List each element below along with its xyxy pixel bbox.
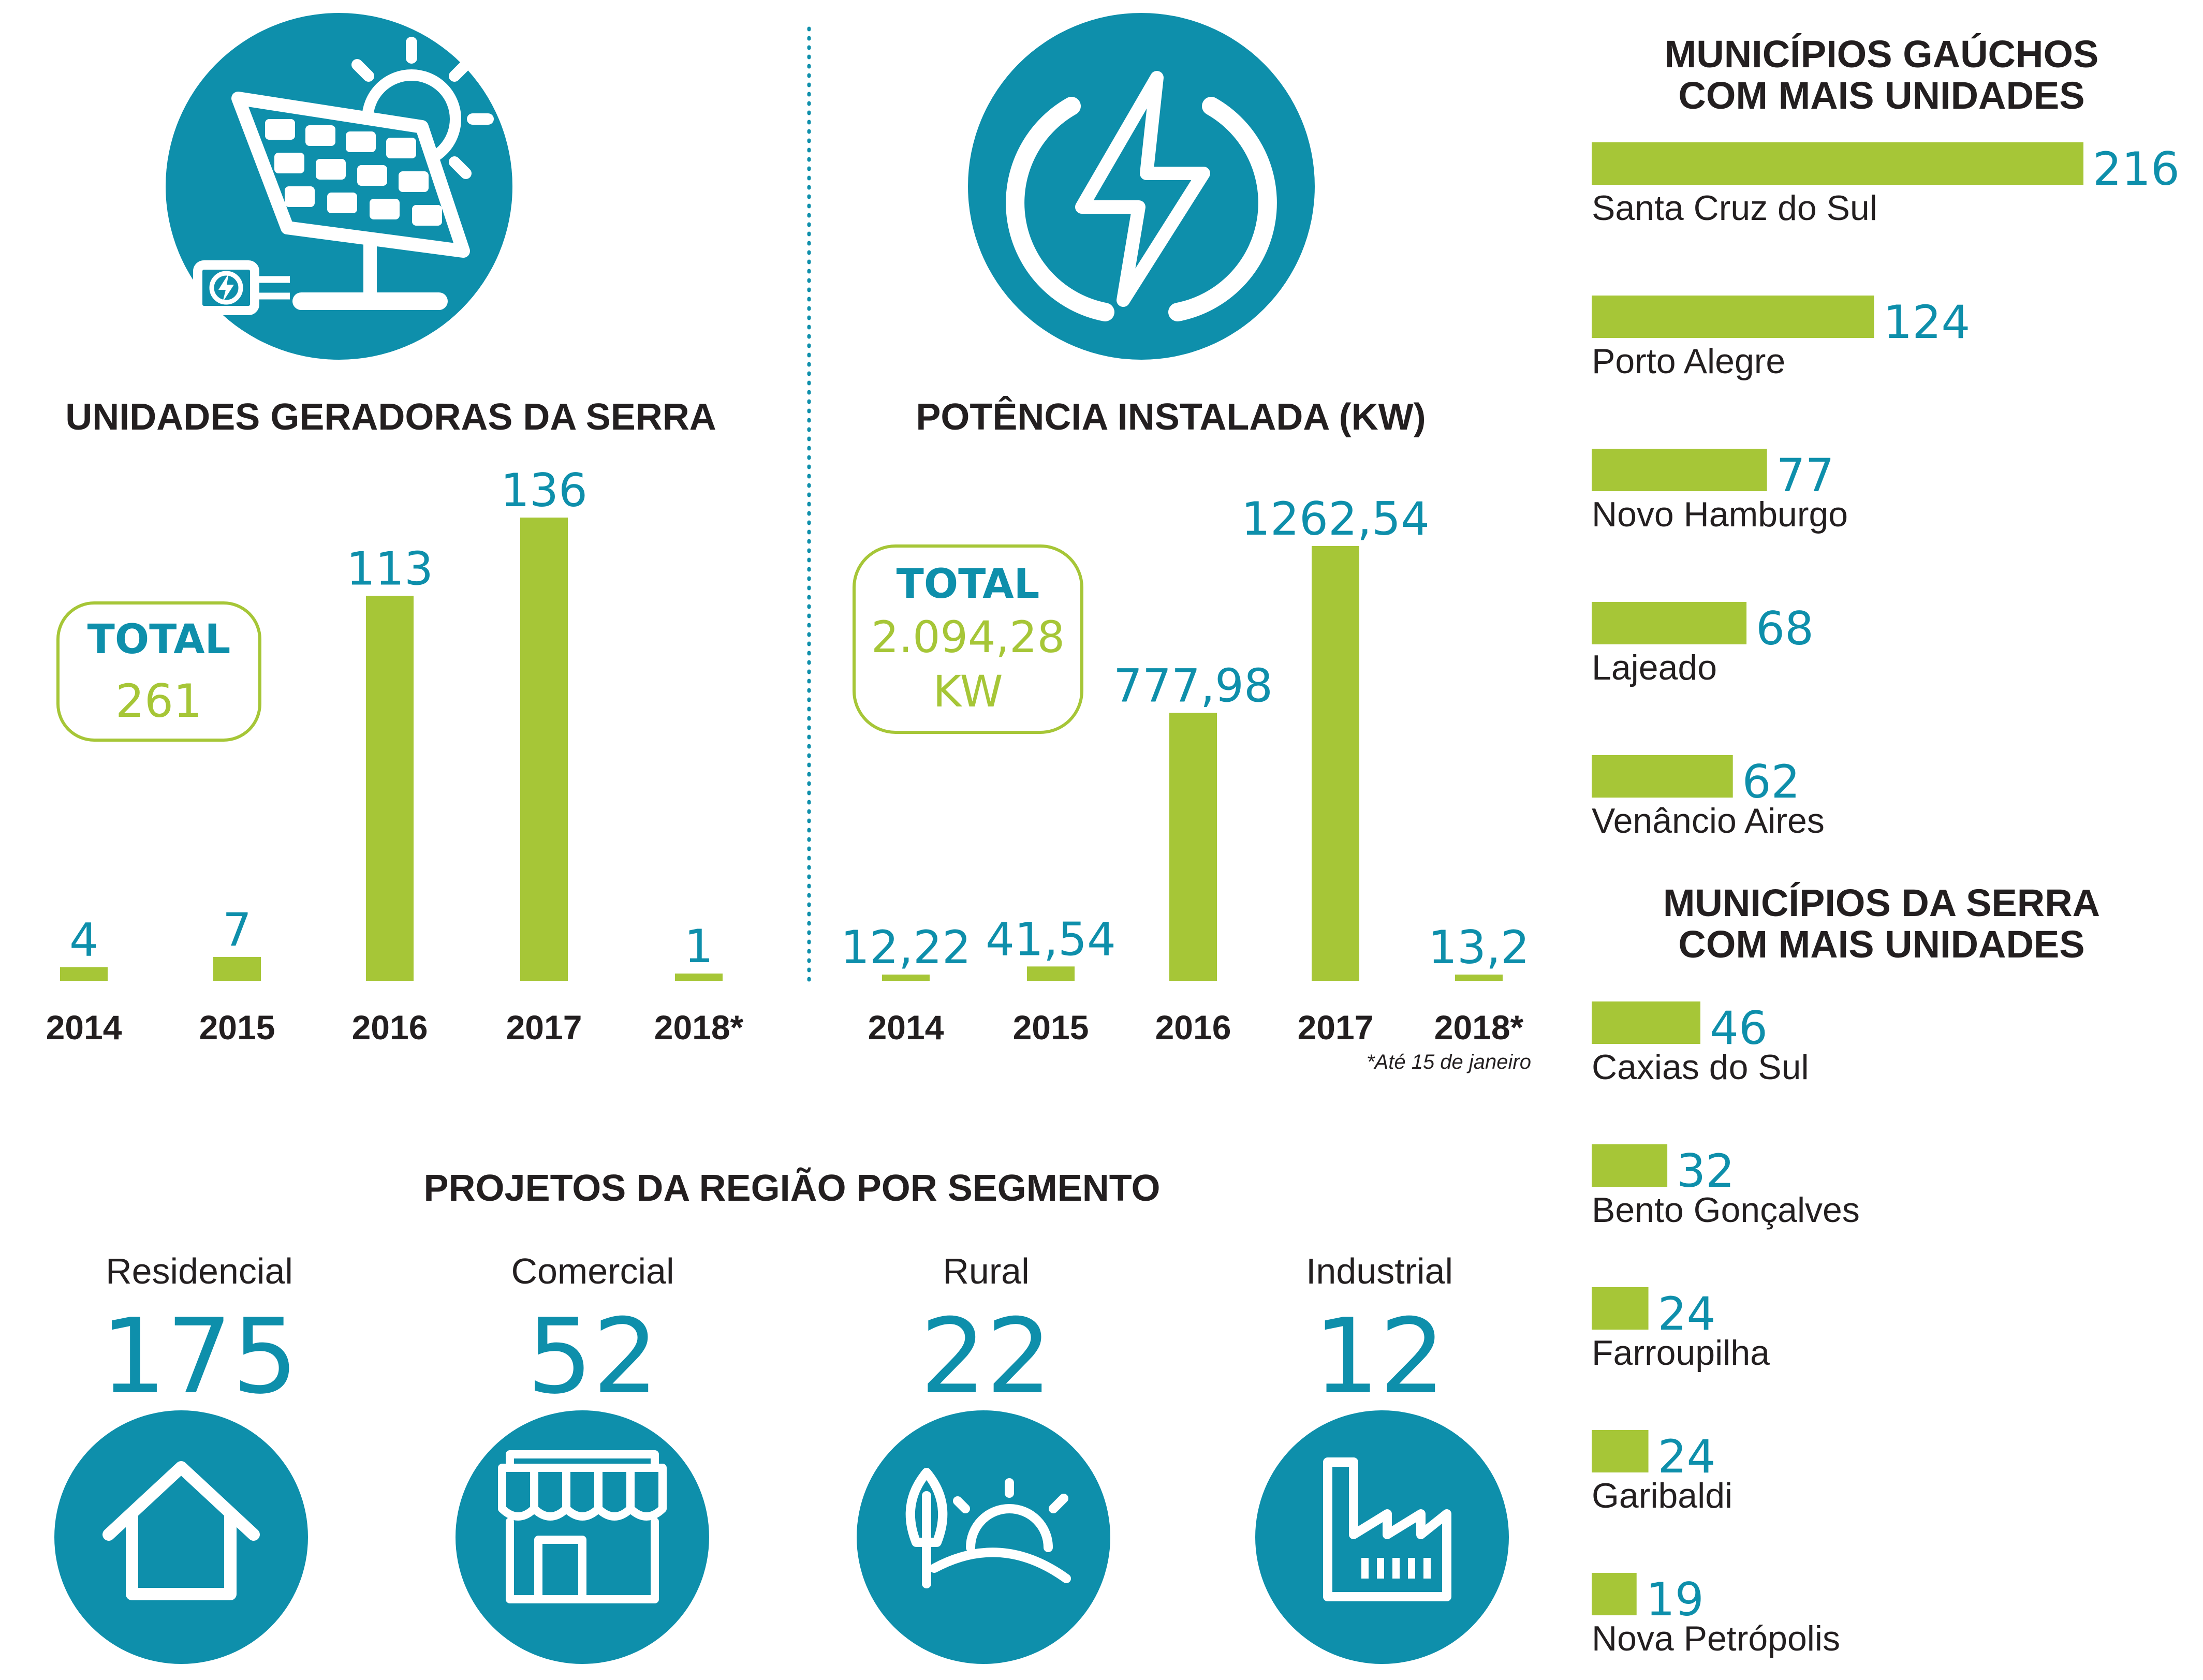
bar-2018 [1455, 975, 1503, 981]
factory-icon [1255, 1410, 1509, 1664]
bar-farroupilha [1592, 1287, 1649, 1330]
bar-caxias-do-sul [1592, 1001, 1700, 1044]
bar-2016 [366, 596, 414, 981]
value-label-2016: 777,98 [1113, 659, 1273, 712]
value-label-lajeado: 68 [1756, 602, 1814, 655]
segment-label-rural: Rural [943, 1251, 1029, 1291]
power-total-unit: KW [933, 666, 1003, 717]
category-label-2018: 2018* [654, 1008, 744, 1047]
power-bar-chart: 12,22 2014 41,54 2015 777,98 2016 1262,54 2017 1… [841, 492, 1530, 1047]
category-label-2017: 2017 [506, 1008, 582, 1047]
chart-title-line-1: MUNICÍPIOS GAÚCHOS [1665, 33, 2099, 76]
bar-2014 [60, 967, 108, 981]
category-label-2014: 2014 [868, 1008, 944, 1047]
value-label-2015: 41,54 [986, 912, 1116, 966]
power-chart-title: POTÊNCIA INSTALADA (KW) [916, 396, 1426, 438]
category-label-caxias-do-sul: Caxias do Sul [1592, 1048, 1809, 1087]
category-label-2014: 2014 [46, 1008, 122, 1047]
bar-nova-petropolis [1592, 1573, 1637, 1615]
house-icon [54, 1410, 308, 1664]
category-label-santa-cruz-do-sul: Santa Cruz do Sul [1592, 188, 1877, 228]
chart-title-line-1: MUNICÍPIOS DA SERRA [1663, 881, 2100, 924]
bar-2015 [213, 956, 261, 981]
segment-value-rural: 22 [920, 1296, 1052, 1417]
value-label-2018: 1 [684, 920, 713, 973]
value-label-2017: 136 [501, 464, 588, 517]
bar-venancio-aires [1592, 755, 1733, 798]
bar-2014 [882, 975, 930, 981]
bar-santa-cruz-do-sul [1592, 142, 2083, 185]
value-label-bento-goncalves: 32 [1677, 1144, 1735, 1198]
bar-novo-hamburgo [1592, 449, 1767, 491]
category-label-2015: 2015 [199, 1008, 275, 1047]
chart-title-line-2: COM MAIS UNIDADES [1678, 923, 2084, 966]
units-total-value: 261 [115, 674, 202, 728]
value-label-2015: 7 [223, 903, 252, 956]
power-total-value: 2.094,28 [871, 612, 1065, 662]
category-label-2015: 2015 [1013, 1008, 1089, 1047]
units-total-label: TOTAL [87, 616, 231, 663]
category-label-bento-goncalves: Bento Gonçalves [1592, 1190, 1860, 1230]
segment-value-residencial: 175 [100, 1296, 298, 1417]
bar-bento-goncalves [1592, 1144, 1668, 1187]
chart-title-line-2: COM MAIS UNIDADES [1678, 74, 2084, 117]
footnote: *Até 15 de janeiro [1367, 1051, 1531, 1073]
category-label-venancio-aires: Venâncio Aires [1592, 801, 1825, 841]
category-label-garibaldi: Garibaldi [1592, 1476, 1732, 1515]
bar-2015 [1027, 966, 1075, 981]
power-total-box: TOTAL 2.094,28 KW [853, 544, 1083, 734]
value-label-nova-petropolis: 19 [1646, 1573, 1704, 1626]
segment-label-residencial: Residencial [106, 1251, 293, 1291]
category-label-nova-petropolis: Nova Petrópolis [1592, 1619, 1840, 1658]
solar-panel-icon [166, 13, 512, 360]
power-total-label: TOTAL [897, 561, 1040, 608]
bar-2017 [1312, 546, 1359, 981]
segment-label-industrial: Industrial [1306, 1251, 1453, 1291]
segment-value-industrial: 12 [1314, 1296, 1446, 1417]
bar-lajeado [1592, 602, 1747, 644]
units-total-box: TOTAL 261 [56, 601, 261, 742]
value-label-2016: 113 [346, 542, 433, 595]
value-label-2014: 12,22 [841, 921, 971, 974]
bar-porto-alegre [1592, 296, 1874, 338]
value-label-2017: 1262,54 [1241, 492, 1430, 546]
category-label-2017: 2017 [1298, 1008, 1374, 1047]
value-label-garibaldi: 24 [1658, 1430, 1716, 1483]
value-label-2014: 4 [69, 913, 98, 967]
bar-2017 [520, 518, 568, 981]
storefront-icon [456, 1410, 709, 1664]
value-label-farroupilha: 24 [1658, 1287, 1716, 1340]
category-label-porto-alegre: Porto Alegre [1592, 342, 1785, 381]
category-label-farroupilha: Farroupilha [1592, 1333, 1770, 1373]
rural-landscape-icon [857, 1410, 1110, 1664]
value-label-novo-hamburgo: 77 [1776, 449, 1834, 502]
segment-label-comercial: Comercial [511, 1251, 674, 1291]
value-label-venancio-aires: 62 [1742, 755, 1800, 808]
category-label-2016: 2016 [1155, 1008, 1231, 1047]
value-label-caxias-do-sul: 46 [1710, 1001, 1768, 1055]
segment-value-comercial: 52 [527, 1296, 659, 1417]
value-label-porto-alegre: 124 [1883, 296, 1970, 349]
category-label-2018: 2018* [1434, 1008, 1524, 1047]
value-label-2018: 13,2 [1428, 921, 1530, 974]
units-chart-title: UNIDADES GERADORAS DA SERRA [65, 396, 716, 438]
value-label-santa-cruz-do-sul: 216 [2093, 142, 2180, 196]
units-bar-chart: 4 2014 7 2015 113 2016 136 2017 1 2018* [46, 464, 744, 1047]
bar-2016 [1169, 713, 1217, 981]
category-label-novo-hamburgo: Novo Hamburgo [1592, 495, 1848, 534]
bar-garibaldi [1592, 1430, 1649, 1472]
category-label-2016: 2016 [352, 1008, 428, 1047]
bar-2018 [675, 974, 723, 981]
segments-title: PROJETOS DA REGIÃO POR SEGMENTO [424, 1167, 1161, 1209]
category-label-lajeado: Lajeado [1592, 648, 1717, 687]
lightning-bolt-icon [968, 13, 1315, 360]
